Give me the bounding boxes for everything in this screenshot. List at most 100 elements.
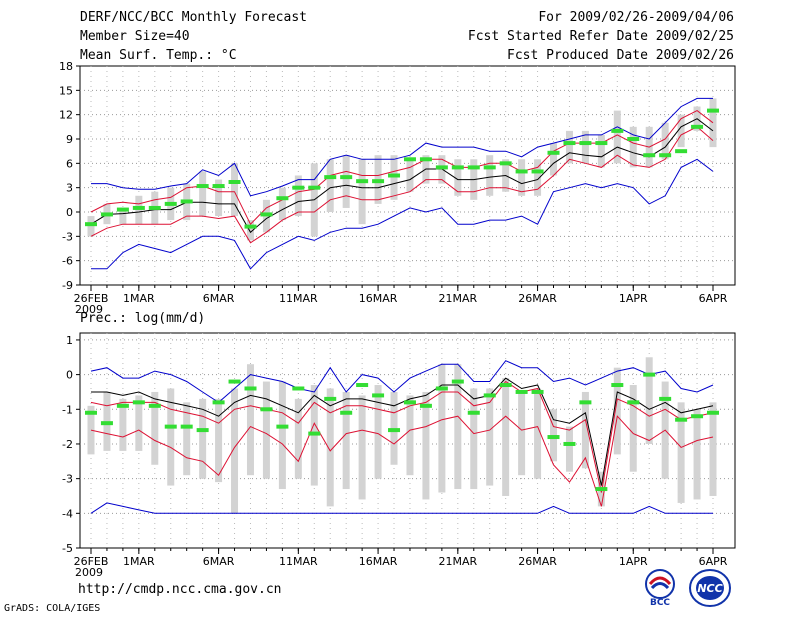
x-tick-label: 16MAR: [359, 292, 398, 305]
grads-credit: GrADS: COLA/IGES: [4, 603, 101, 614]
spread-box: [677, 114, 685, 148]
x-tick-label: 11MAR: [279, 292, 318, 305]
spread-box: [294, 398, 302, 479]
temperature-variable-label: Mean Surf. Temp.: °C: [80, 48, 237, 63]
y-tick-label: 6: [66, 157, 73, 170]
x-tick-label: 6MAR: [203, 292, 235, 305]
plot-frame: [79, 65, 736, 286]
spread-box: [326, 388, 334, 507]
x-tick-sublabel: 2009: [75, 566, 103, 579]
spread-box: [518, 391, 526, 476]
y-tick-label: 9: [66, 133, 73, 146]
ncc-logo-text: NCC: [697, 582, 722, 595]
spread-box: [534, 388, 542, 479]
spread-box: [87, 216, 95, 237]
x-tick-label: 1MAR: [123, 555, 155, 568]
spread-box: [486, 388, 494, 486]
spread-box: [677, 402, 685, 503]
panel-1: [76, 65, 736, 291]
y-tick-label: 1: [66, 334, 73, 347]
y-tick-label: 18: [59, 60, 73, 73]
x-tick-label: 6APR: [699, 555, 728, 568]
spread-box: [565, 426, 573, 472]
chart-title: DERF/NCC/BCC Monthly Forecast: [80, 10, 307, 25]
spread-box: [581, 391, 589, 469]
y-tick-label: 3: [66, 182, 73, 195]
y-tick-label: -4: [62, 507, 73, 520]
spread-box: [470, 388, 478, 490]
spread-box: [406, 159, 414, 192]
panel-2: [76, 332, 736, 554]
spread-box: [183, 402, 191, 476]
spread-box: [199, 398, 207, 479]
ensemble-max-line: [91, 97, 713, 197]
x-tick-label: 21MAR: [438, 555, 477, 568]
spread-box: [486, 155, 494, 196]
spread-box: [454, 364, 462, 490]
y-tick-label: -1: [62, 403, 73, 416]
spread-box: [167, 388, 175, 486]
y-tick-label: -5: [62, 542, 73, 555]
y-tick-label: -3: [62, 230, 73, 243]
ensemble-lower-line: [90, 415, 714, 507]
spread-box: [502, 378, 510, 496]
spread-box: [390, 155, 398, 200]
ensemble-lower-line: [90, 126, 714, 244]
spread-box: [629, 126, 637, 168]
spread-box: [661, 122, 669, 160]
y-tick-label: -6: [62, 255, 73, 268]
spread-box: [199, 171, 207, 217]
x-tick-label: 26FEB: [74, 555, 109, 568]
spread-box: [231, 388, 239, 514]
spread-box: [342, 391, 350, 490]
x-tick-sublabel: 2009: [75, 303, 103, 316]
spread-box: [278, 381, 286, 490]
spread-box: [406, 395, 414, 476]
member-size-label: Member Size=40: [80, 29, 190, 44]
spread-box: [135, 195, 143, 225]
spread-box: [693, 409, 701, 500]
y-tick-label: 15: [59, 84, 73, 97]
spread-box: [629, 385, 637, 472]
x-tick-label: 6MAR: [203, 555, 235, 568]
bcc-logo: BCC: [645, 569, 675, 607]
spread-box: [119, 398, 127, 451]
spread-box: [438, 364, 446, 493]
spread-box: [135, 395, 143, 451]
spread-box: [215, 179, 223, 217]
spread-box: [246, 364, 254, 476]
produced-date-label: Fcst Produced Date 2009/02/26: [507, 48, 734, 63]
x-tick-label: 1APR: [619, 555, 648, 568]
x-tick-label: 26MAR: [518, 292, 557, 305]
y-tick-label: 0: [66, 206, 73, 219]
spread-box: [231, 163, 239, 217]
bcc-logo-text: BCC: [650, 598, 670, 607]
ensemble-max-line: [90, 360, 714, 404]
ensemble-min-line: [91, 158, 714, 270]
spread-box: [534, 159, 542, 196]
source-url[interactable]: http://cmdp.ncc.cma.gov.cn: [78, 582, 282, 597]
y-tick-label: -9: [62, 279, 73, 292]
spread-box: [709, 402, 717, 496]
spread-box: [518, 159, 526, 196]
y-tick-label: -3: [62, 473, 73, 486]
x-tick-label: 1MAR: [123, 292, 155, 305]
spread-box: [87, 405, 95, 455]
spread-box: [613, 110, 621, 164]
spread-box: [119, 207, 127, 225]
spread-box: [278, 187, 286, 221]
spread-box: [358, 159, 366, 225]
x-tick-label: 26FEB: [74, 292, 109, 305]
plot-frame: [79, 332, 736, 549]
ensemble-upper-line: [90, 110, 714, 226]
x-tick-label: 26MAR: [518, 555, 557, 568]
spread-box: [151, 391, 159, 465]
spread-box: [645, 357, 653, 444]
started-refer-date-label: Fcst Started Refer Date 2009/02/25: [467, 29, 734, 44]
ensemble-upper-line: [90, 380, 714, 493]
spread-box: [613, 367, 621, 455]
spread-box: [342, 155, 350, 208]
spread-box: [422, 391, 430, 500]
ensemble-min-line: [90, 502, 713, 514]
